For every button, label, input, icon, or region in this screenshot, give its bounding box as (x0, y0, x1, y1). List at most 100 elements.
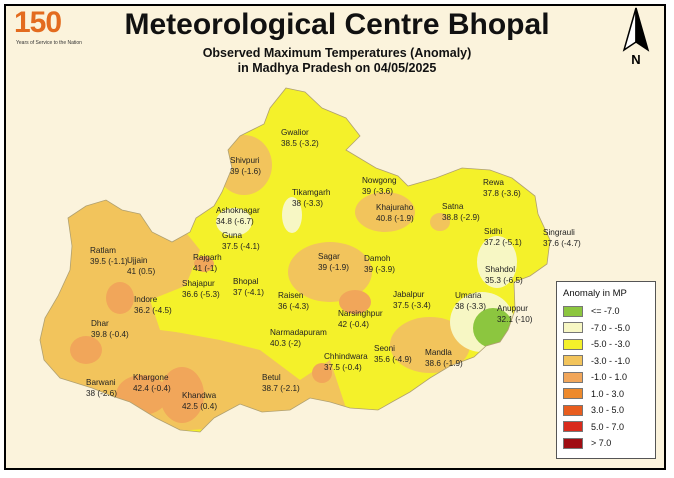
station-value: 39 (-1.6) (230, 167, 261, 176)
station-name: Indore (134, 295, 158, 304)
station-name: Raisen (278, 291, 304, 300)
logo-caption: Years of Service to the Nation (16, 40, 82, 46)
legend-item: -3.0 - -1.0 (557, 353, 655, 370)
station-name: Betul (262, 373, 281, 382)
legend-item: -7.0 - -5.0 (557, 320, 655, 337)
legend-item: <= -7.0 (557, 303, 655, 320)
legend-swatch (563, 388, 583, 400)
map-title: Meteorological Centre Bhopal (124, 8, 550, 41)
station-value: 38 (-2.6) (86, 389, 117, 398)
station-value: 38 (-3.3) (292, 199, 323, 208)
legend-item: 3.0 - 5.0 (557, 402, 655, 419)
subtitle-line-2: in Madhya Pradesh on 04/05/2025 (237, 61, 437, 75)
station-value: 38.6 (-1.9) (425, 359, 463, 368)
station-name: Umaria (455, 291, 482, 300)
station-name: Singrauli (543, 228, 575, 237)
station-value: 38.8 (-2.9) (442, 213, 480, 222)
legend-label: 5.0 - 7.0 (591, 421, 625, 432)
station-value: 37.2 (-5.1) (484, 238, 522, 247)
station-name: Narmadapuram (270, 328, 327, 337)
legend-title: Anomaly in MP (563, 288, 627, 299)
legend-label: 1.0 - 3.0 (591, 388, 625, 399)
station-name: Anuppur (497, 304, 528, 313)
station-name: Gwalior (281, 128, 309, 137)
station-name: Chhindwara (324, 352, 368, 361)
station-value: 40.8 (-1.9) (376, 214, 414, 223)
legend-label: > 7.0 (591, 438, 612, 449)
station-value: 42.5 (0.4) (182, 402, 217, 411)
legend-item: 1.0 - 3.0 (557, 386, 655, 403)
station-value: 36.2 (-4.5) (134, 306, 172, 315)
station-value: 35.6 (-4.9) (374, 355, 412, 364)
station-name: Satna (442, 202, 464, 211)
station-name: Guna (222, 231, 242, 240)
station-value: 38.7 (-2.1) (262, 384, 300, 393)
station-value: 38.5 (-3.2) (281, 139, 319, 148)
station-name: Sidhi (484, 227, 502, 236)
station-value: 37.5 (-4.1) (222, 242, 260, 251)
station-name: Sagar (318, 252, 340, 261)
station-name: Barwani (86, 378, 116, 387)
legend-item: -1.0 - 1.0 (557, 369, 655, 386)
station-value: 36.6 (-5.3) (182, 290, 220, 299)
logo-150-years: 150 Years of Service to the Nation (14, 6, 88, 50)
station-name: Ratlam (90, 246, 116, 255)
legend-swatch (563, 404, 583, 416)
legend-swatch (563, 355, 583, 367)
station-value: 38 (-3.3) (455, 302, 486, 311)
station-name: Rajgarh (193, 253, 222, 262)
legend-item: -5.0 - -3.0 (557, 336, 655, 353)
station-name: Jabalpur (393, 290, 425, 299)
north-label: N (631, 52, 641, 67)
station-name: Khargone (133, 373, 169, 382)
station-value: 39.5 (-1.1) (90, 257, 128, 266)
station-name: Nowgong (362, 176, 397, 185)
legend-label: -5.0 - -3.0 (591, 339, 631, 350)
station-value: 37.6 (-4.7) (543, 239, 581, 248)
station-name: Narsinghpur (338, 309, 383, 318)
legend-label: -3.0 - -1.0 (591, 355, 631, 366)
station-name: Bhopal (233, 277, 259, 286)
subtitle-line-1: Observed Maximum Temperatures (Anomaly) (202, 46, 472, 60)
station-value: 42 (-0.4) (338, 320, 369, 329)
station-value: 34.8 (-6.7) (216, 217, 254, 226)
station-value: 41 (-1) (193, 264, 217, 273)
station-value: 37 (-4.1) (233, 288, 264, 297)
station-value: 35.3 (-6.5) (485, 276, 523, 285)
station-name: Dhar (91, 319, 109, 328)
station-value: 41 (0.5) (127, 267, 155, 276)
station-value: 39.8 (-0.4) (91, 330, 129, 339)
station-value: 37.5 (-0.4) (324, 363, 362, 372)
station-name: Shahdol (485, 265, 515, 274)
station-value: 39 (-3.6) (362, 187, 393, 196)
station-name: Khandwa (182, 391, 217, 400)
legend-swatch (563, 437, 583, 449)
station-name: Seoni (374, 344, 395, 353)
station-name: Mandla (425, 348, 452, 357)
station-name: Damoh (364, 254, 391, 263)
legend-item: 5.0 - 7.0 (557, 419, 655, 436)
station-name: Shivpuri (230, 156, 260, 165)
station-value: 37.8 (-3.6) (483, 189, 521, 198)
legend-swatch (563, 421, 583, 433)
legend-label: 3.0 - 5.0 (591, 405, 625, 416)
station-value: 36 (-4.3) (278, 302, 309, 311)
station-value: 39 (-3.9) (364, 265, 395, 274)
station-name: Khajuraho (376, 203, 414, 212)
station-value: 37.5 (-3.4) (393, 301, 431, 310)
station-name: Rewa (483, 178, 504, 187)
station-value: 32.1 (-10) (497, 315, 533, 324)
north-arrow-icon (622, 7, 650, 52)
legend-swatch (563, 338, 583, 350)
legend-label: -1.0 - 1.0 (591, 372, 628, 383)
station-name: Shajapur (182, 279, 215, 288)
legend-swatch (563, 322, 583, 334)
station-value: 42.4 (-0.4) (133, 384, 171, 393)
legend-label: <= -7.0 (591, 306, 620, 317)
legend: Anomaly in MP <= -7.0 -7.0 - -5.0 -5.0 - -… (556, 281, 656, 459)
legend-swatch (563, 371, 583, 383)
station-value: 39 (-1.9) (318, 263, 349, 272)
legend-label: -7.0 - -5.0 (591, 322, 631, 333)
station-name: Ujjain (127, 256, 148, 265)
